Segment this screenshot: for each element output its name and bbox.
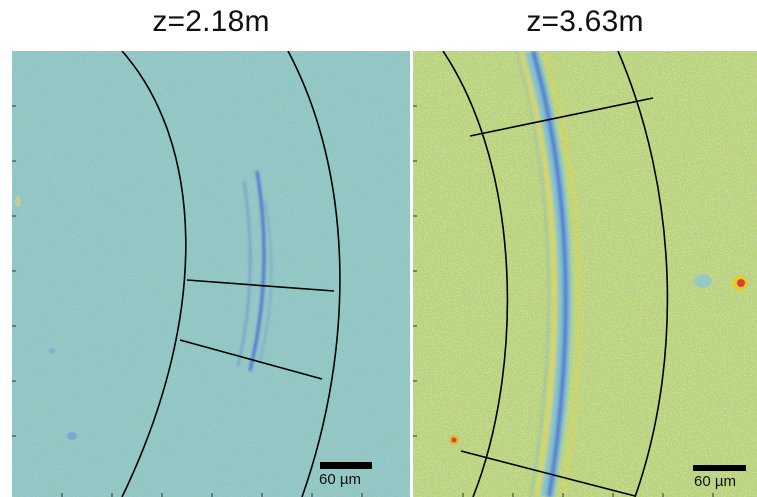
scale-bar-label-right: 60 µm — [694, 473, 736, 490]
cross-line-upper — [186, 279, 335, 292]
hotspots — [449, 274, 748, 445]
image-panel-left — [12, 51, 410, 497]
outer-arc — [617, 51, 669, 497]
scale-bar — [320, 462, 372, 469]
axis-ticks — [413, 105, 714, 497]
image-panel-right — [413, 51, 757, 497]
arc-stripes — [237, 170, 273, 372]
scale-bar-label-left: 60 µm — [319, 471, 361, 488]
panel-title-right: z=3.63m — [526, 5, 644, 38]
cross-line-lower — [460, 450, 636, 497]
cross-line-lower — [179, 339, 323, 380]
speckles — [15, 195, 77, 440]
inner-arc — [121, 51, 187, 497]
inner-arc — [442, 51, 509, 497]
arc-stripes — [516, 51, 581, 497]
cross-line-upper — [469, 97, 654, 137]
scale-bar — [693, 465, 746, 471]
axis-ticks — [12, 105, 363, 497]
outer-arc — [287, 51, 341, 497]
panel-title-left: z=2.18m — [152, 5, 270, 38]
noise-layer — [12, 51, 410, 497]
noise-layer — [413, 51, 757, 497]
